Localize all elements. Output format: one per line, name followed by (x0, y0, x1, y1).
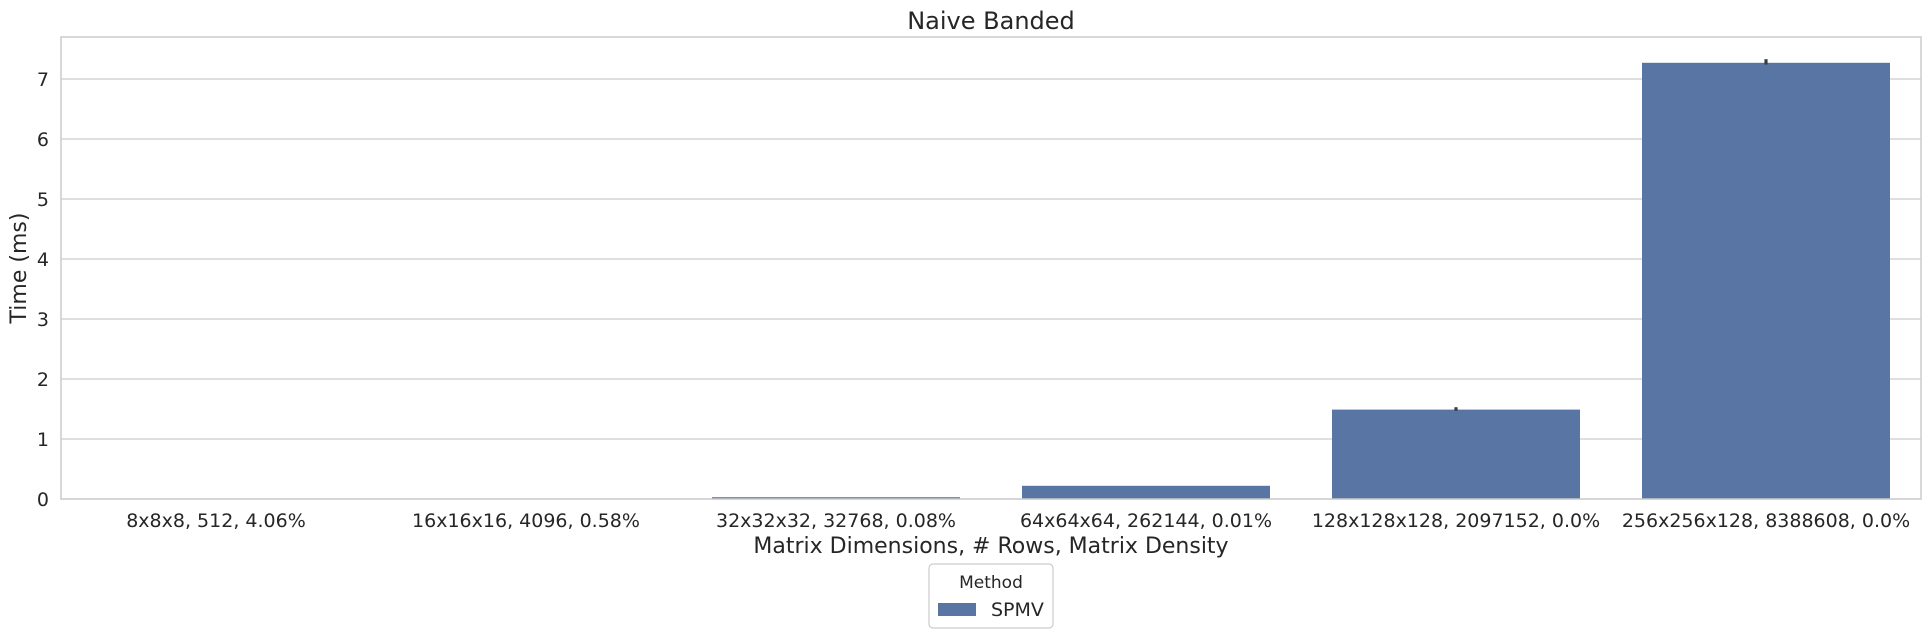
y-tick-label: 6 (37, 129, 49, 151)
bar (1642, 62, 1890, 500)
x-tick-label: 128x128x128, 2097152, 0.0% (1312, 510, 1600, 532)
y-tick-label: 5 (37, 189, 49, 211)
bars (92, 62, 1890, 500)
y-tick-label: 2 (37, 369, 49, 391)
bar (712, 497, 960, 499)
bar (1332, 409, 1580, 499)
y-tick-label: 4 (37, 249, 49, 271)
plot-background (61, 37, 1921, 499)
bar (1022, 485, 1270, 499)
x-tick-label: 32x32x32, 32768, 0.08% (716, 510, 956, 532)
x-tick-label: 256x256x128, 8388608, 0.0% (1622, 510, 1910, 532)
chart-title: Naive Banded (907, 7, 1075, 35)
legend-entry-spmv: SPMV (991, 599, 1044, 621)
y-tick-label: 0 (37, 489, 49, 511)
y-tick-label: 3 (37, 309, 49, 331)
x-tick-label: 64x64x64, 262144, 0.01% (1020, 510, 1272, 532)
legend: Method SPMV (928, 563, 1054, 629)
error-bars (1454, 59, 1768, 411)
legend-swatch-spmv (938, 603, 976, 616)
y-tick-label: 7 (37, 69, 49, 91)
x-tick-label: 16x16x16, 4096, 0.58% (412, 510, 640, 532)
y-axis-ticks: 0 1 2 3 4 5 6 7 (37, 69, 49, 511)
x-tick-label: 8x8x8, 512, 4.06% (126, 510, 306, 532)
y-tick-label: 1 (37, 429, 49, 451)
legend-title: Method (959, 573, 1023, 593)
x-axis-label: Matrix Dimensions, # Rows, Matrix Densit… (753, 534, 1228, 559)
x-axis-ticks: 8x8x8, 512, 4.06% 16x16x16, 4096, 0.58% 32… (126, 510, 1910, 532)
plot-frame (60, 36, 1922, 500)
y-axis-label: Time (ms) (7, 213, 32, 325)
